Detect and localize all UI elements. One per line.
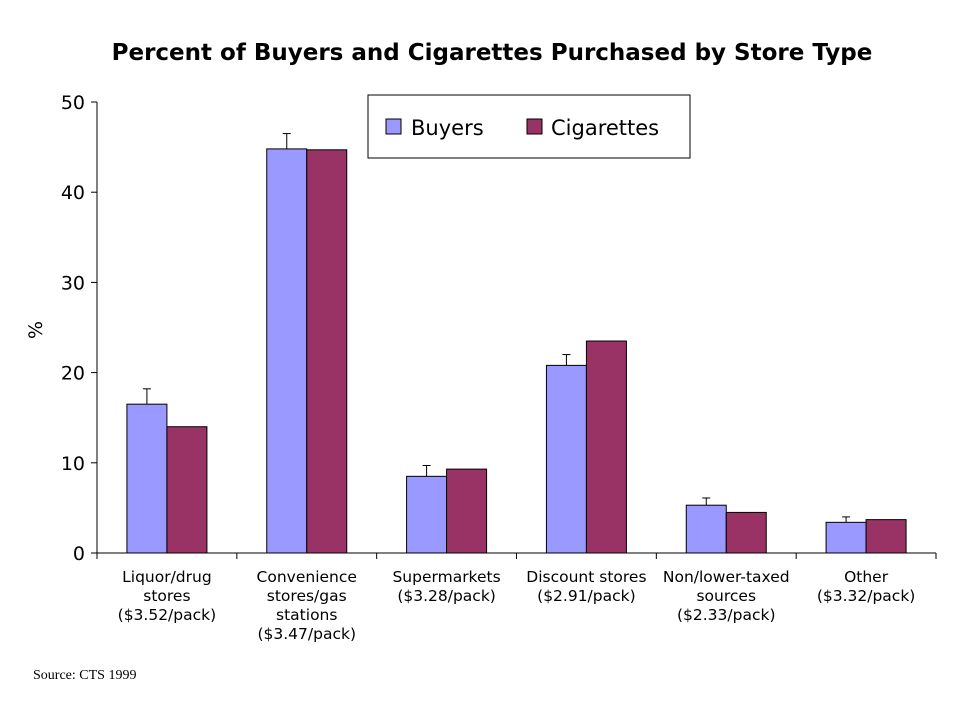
x-category-label: Other ($3.32/pack)	[817, 568, 916, 605]
x-category-label-line: Discount stores	[526, 568, 646, 586]
bar-buyers	[545, 364, 587, 554]
x-category-label-line: Non/lower-taxed	[663, 568, 790, 586]
x-category-label: Discount stores ($2.91/pack)	[526, 568, 646, 605]
x-category-label-line: stations	[276, 606, 337, 624]
legend-label-cigarettes: Cigarettes	[551, 116, 659, 140]
legend: Buyers Cigarettes	[367, 94, 691, 159]
y-tick-label: 30	[61, 272, 85, 294]
x-category-label-line: ($3.32/pack)	[817, 587, 916, 605]
y-axis-label: %	[25, 321, 47, 339]
x-category-label-line: ($3.47/pack)	[257, 625, 356, 643]
x-category-label: Liquor/drug stores ($3.52/pack)	[118, 568, 217, 624]
bar-cigarettes	[865, 519, 907, 554]
x-category-label: Convenience stores/gas stations ($3.47/pack…	[257, 568, 357, 643]
y-tick-label: 50	[61, 92, 85, 114]
x-category-label-line: Other	[844, 568, 889, 586]
x-category-label-line: Supermarkets	[392, 568, 500, 586]
bar-cigarettes	[725, 511, 767, 554]
bar-cigarettes	[585, 340, 627, 554]
x-category-label: Non/lower-taxed sources ($2.33/pack)	[663, 568, 790, 624]
plot-area: 0 10 20 30 40 50 Liquor/drug stores ($3.52/pack)…	[61, 92, 937, 643]
x-category-label-line: ($3.52/pack)	[118, 606, 217, 624]
bar-buyers	[406, 475, 448, 554]
x-category-label-line: ($2.33/pack)	[677, 606, 776, 624]
x-category-label: Supermarkets ($3.28/pack)	[392, 568, 500, 605]
y-tick-label: 20	[61, 363, 85, 385]
source-note: Source: CTS 1999	[33, 668, 137, 683]
legend-label-buyers: Buyers	[411, 116, 484, 140]
x-category-label-line: stores/gas	[267, 587, 347, 605]
y-tick-label: 0	[73, 543, 85, 565]
x-category-label-line: sources	[696, 587, 756, 605]
x-category-label-line: Convenience	[257, 568, 357, 586]
y-tick-label: 10	[61, 453, 85, 475]
x-category-label-line: ($2.91/pack)	[537, 587, 636, 605]
x-category-label-line: stores	[143, 587, 190, 605]
chart-title: Percent of Buyers and Cigarettes Purchas…	[112, 40, 873, 66]
bar-cigarettes	[446, 468, 488, 554]
bar-buyers	[825, 521, 867, 554]
bar-cigarettes	[166, 426, 208, 554]
x-category-label-line: Liquor/drug	[122, 568, 212, 586]
legend-swatch-buyers	[385, 118, 402, 135]
y-tick-label: 40	[61, 182, 85, 204]
legend-swatch-cigarettes	[526, 118, 543, 135]
bar-buyers	[685, 504, 727, 554]
bar-buyers	[266, 148, 308, 554]
bar-cigarettes	[306, 149, 348, 554]
bar-buyers	[126, 403, 168, 554]
x-category-label-line: ($3.28/pack)	[397, 587, 496, 605]
